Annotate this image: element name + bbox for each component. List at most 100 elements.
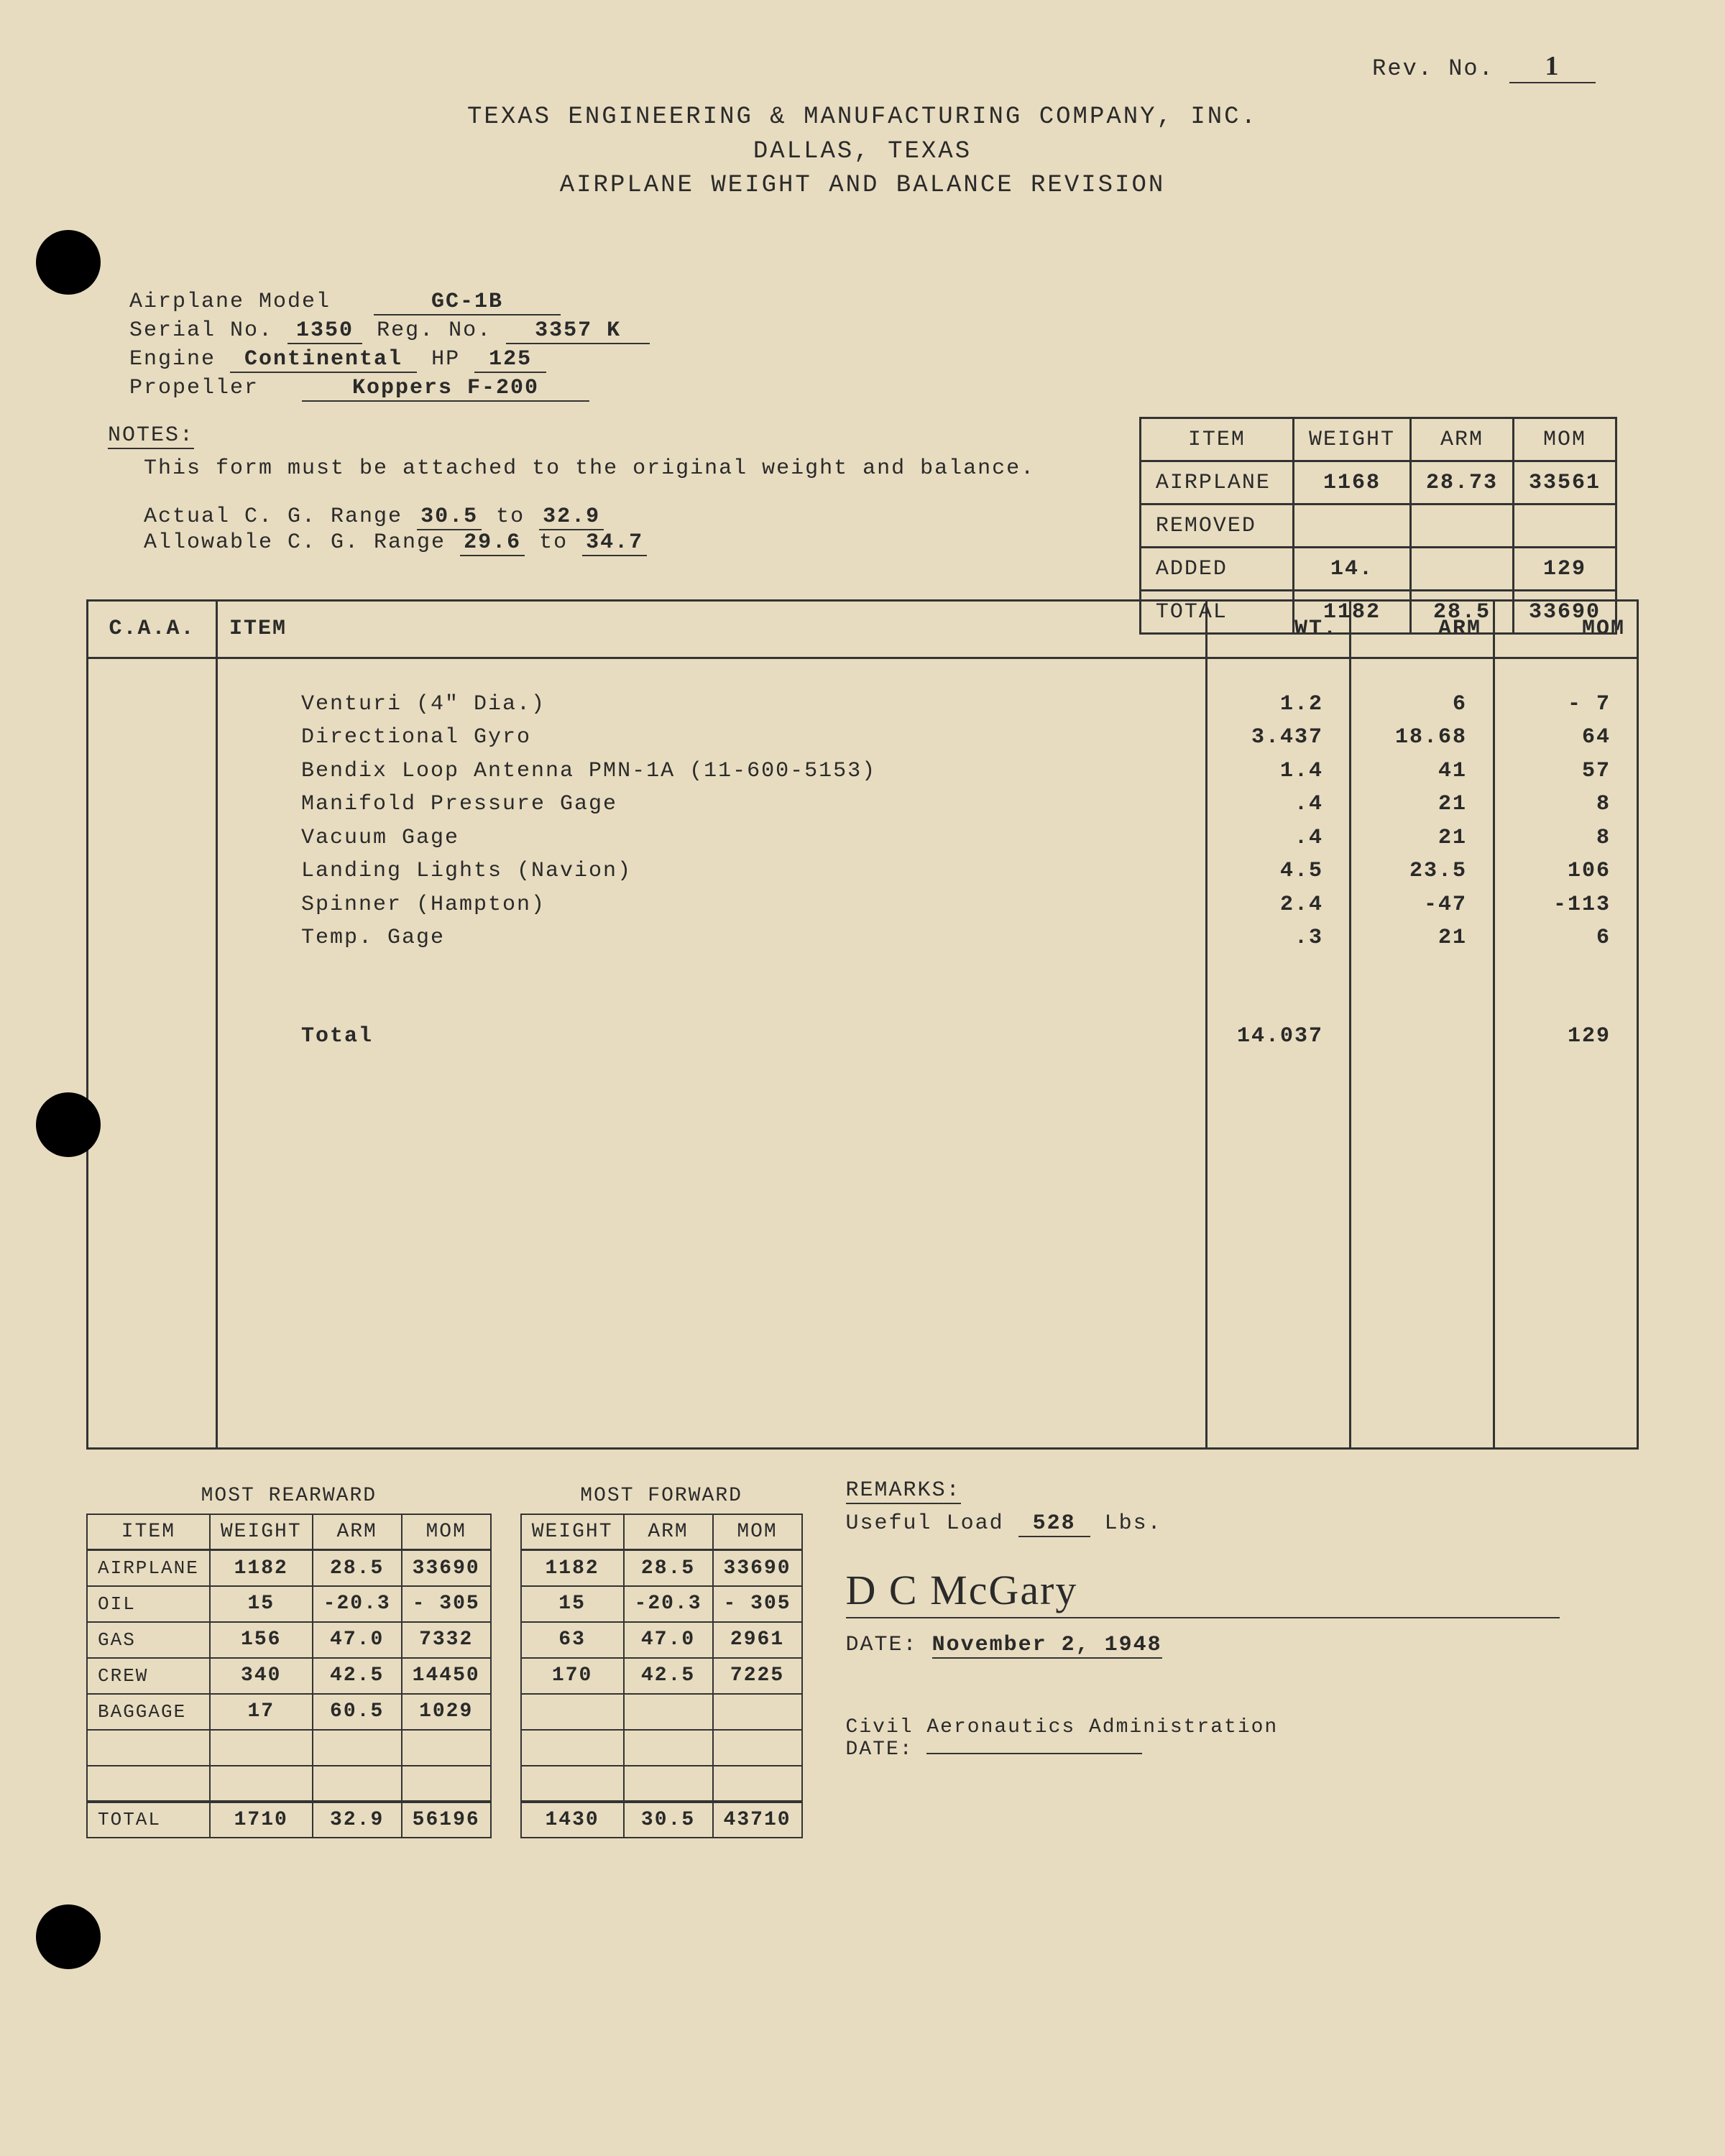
row-mom: 7225: [713, 1658, 802, 1694]
row-wt: 156: [210, 1622, 313, 1658]
row-mom: - 305: [402, 1586, 491, 1622]
hp-label: HP: [431, 347, 460, 372]
engine-value: Continental: [230, 347, 417, 373]
items-total-wt: 14.037: [1219, 1020, 1338, 1054]
bottom-section: MOST REARWARD ITEM WEIGHT ARM MOM AIRPLA…: [86, 1478, 1639, 1838]
row-arm: 28.73: [1410, 461, 1513, 505]
row-mom: [713, 1766, 802, 1802]
col-arm: ARM: [313, 1514, 402, 1550]
row-wt: 170: [521, 1658, 624, 1694]
useful-load-value: 528: [1018, 1511, 1090, 1537]
document-title: AIRPLANE WEIGHT AND BALANCE REVISION: [86, 169, 1639, 203]
row-mom: 1029: [402, 1694, 491, 1730]
total-label: TOTAL: [87, 1802, 210, 1838]
item-name: Venturi (4" Dia.): [301, 688, 1194, 722]
row-arm: [313, 1766, 402, 1802]
table-row: OIL 15 -20.3 - 305: [87, 1586, 491, 1622]
row-arm: 60.5: [313, 1694, 402, 1730]
company-location: DALLAS, TEXAS: [86, 135, 1639, 170]
rearward-total-row: TOTAL 1710 32.9 56196: [87, 1802, 491, 1838]
date-label: DATE:: [846, 1633, 918, 1657]
total-wt: 1430: [521, 1802, 624, 1838]
item-mom: 8: [1506, 821, 1611, 855]
table-row: [521, 1766, 802, 1802]
col-arm: ARM: [1410, 418, 1513, 461]
item-arm: 21: [1363, 788, 1467, 821]
row-label: TOTAL: [1140, 591, 1293, 634]
table-row: [521, 1694, 802, 1730]
item-name: Temp. Gage: [301, 921, 1194, 955]
row-mom: 33690: [1513, 591, 1616, 634]
allow-cg-to: 34.7: [582, 530, 647, 556]
rearward-caption: MOST REARWARD: [87, 1478, 491, 1514]
row-wt: 14.: [1293, 548, 1410, 591]
row-wt: 15: [521, 1586, 624, 1622]
row-label: REMOVED: [1140, 505, 1293, 548]
rev-label: Rev. No.: [1372, 55, 1494, 82]
item-names-cell: Venturi (4" Dia.)Directional GyroBendix …: [217, 658, 1207, 1448]
table-row: [87, 1730, 491, 1766]
actual-cg-from: 30.5: [417, 505, 482, 530]
item-mom: - 7: [1506, 688, 1611, 722]
caa-date-label: DATE:: [846, 1738, 914, 1761]
table-header-row: ITEM WEIGHT ARM MOM: [1140, 418, 1616, 461]
row-wt: 340: [210, 1658, 313, 1694]
punch-hole: [36, 230, 101, 295]
aircraft-info: Airplane Model GC-1B Serial No. 1350 Reg…: [129, 290, 1639, 402]
row-arm: [313, 1730, 402, 1766]
item-wt: 1.2: [1219, 688, 1323, 722]
serial-value: 1350: [288, 318, 362, 344]
items-table: C.A.A. ITEM WT. ARM MOM Venturi (4" Dia.…: [86, 599, 1639, 1450]
col-item: ITEM: [217, 600, 1207, 658]
table-row: ADDED 14. 129: [1140, 548, 1616, 591]
item-wt: 4.5: [1219, 854, 1323, 888]
table-row: [87, 1766, 491, 1802]
table-row: 15 -20.3 - 305: [521, 1586, 802, 1622]
row-arm: [1410, 505, 1513, 548]
item-arm: 21: [1363, 921, 1467, 955]
row-wt: 63: [521, 1622, 624, 1658]
row-wt: 1182: [521, 1550, 624, 1586]
forward-table: MOST FORWARD WEIGHT ARM MOM 1182 28.5 33…: [520, 1478, 803, 1838]
row-label: AIRPLANE: [87, 1550, 210, 1586]
row-label: ADDED: [1140, 548, 1293, 591]
table-row: REMOVED: [1140, 505, 1616, 548]
table-row: BAGGAGE 17 60.5 1029: [87, 1694, 491, 1730]
engine-label: Engine: [129, 347, 216, 372]
item-name: Manifold Pressure Gage: [301, 788, 1194, 821]
col-mom: MOM: [1513, 418, 1616, 461]
hp-value: 125: [474, 347, 546, 373]
table-row: TOTAL 1182 28.5 33690: [1140, 591, 1616, 634]
row-label: CREW: [87, 1658, 210, 1694]
row-wt: 17: [210, 1694, 313, 1730]
table-row: AIRPLANE 1182 28.5 33690: [87, 1550, 491, 1586]
row-label: OIL: [87, 1586, 210, 1622]
actual-cg-label: Actual C. G. Range: [144, 505, 402, 529]
row-arm: [624, 1730, 713, 1766]
caa-date-value: [926, 1753, 1142, 1754]
col-mom: MOM: [713, 1514, 802, 1550]
table-row: [521, 1730, 802, 1766]
prop-label: Propeller: [129, 376, 288, 400]
item-arm: -47: [1363, 888, 1467, 922]
table-row: CREW 340 42.5 14450: [87, 1658, 491, 1694]
total-arm: 32.9: [313, 1802, 402, 1838]
row-arm: 47.0: [624, 1622, 713, 1658]
document-header: TEXAS ENGINEERING & MANUFACTURING COMPAN…: [86, 101, 1639, 203]
col-item: ITEM: [1140, 418, 1293, 461]
item-name: Directional Gyro: [301, 721, 1194, 755]
row-arm: 28.5: [313, 1550, 402, 1586]
row-wt: 1168: [1293, 461, 1410, 505]
row-wt: 1182: [1293, 591, 1410, 634]
to-label: to: [496, 505, 525, 529]
col-weight: WEIGHT: [1293, 418, 1410, 461]
item-mom: 64: [1506, 721, 1611, 755]
items-total-label: Total: [301, 1020, 1194, 1054]
reg-value: 3357 K: [506, 318, 650, 344]
col-caa: C.A.A.: [88, 600, 217, 658]
col-weight: WEIGHT: [210, 1514, 313, 1550]
table-row: AIRPLANE 1168 28.73 33561: [1140, 461, 1616, 505]
row-arm: 28.5: [624, 1550, 713, 1586]
row-arm: 47.0: [313, 1622, 402, 1658]
item-wt: .4: [1219, 788, 1323, 821]
